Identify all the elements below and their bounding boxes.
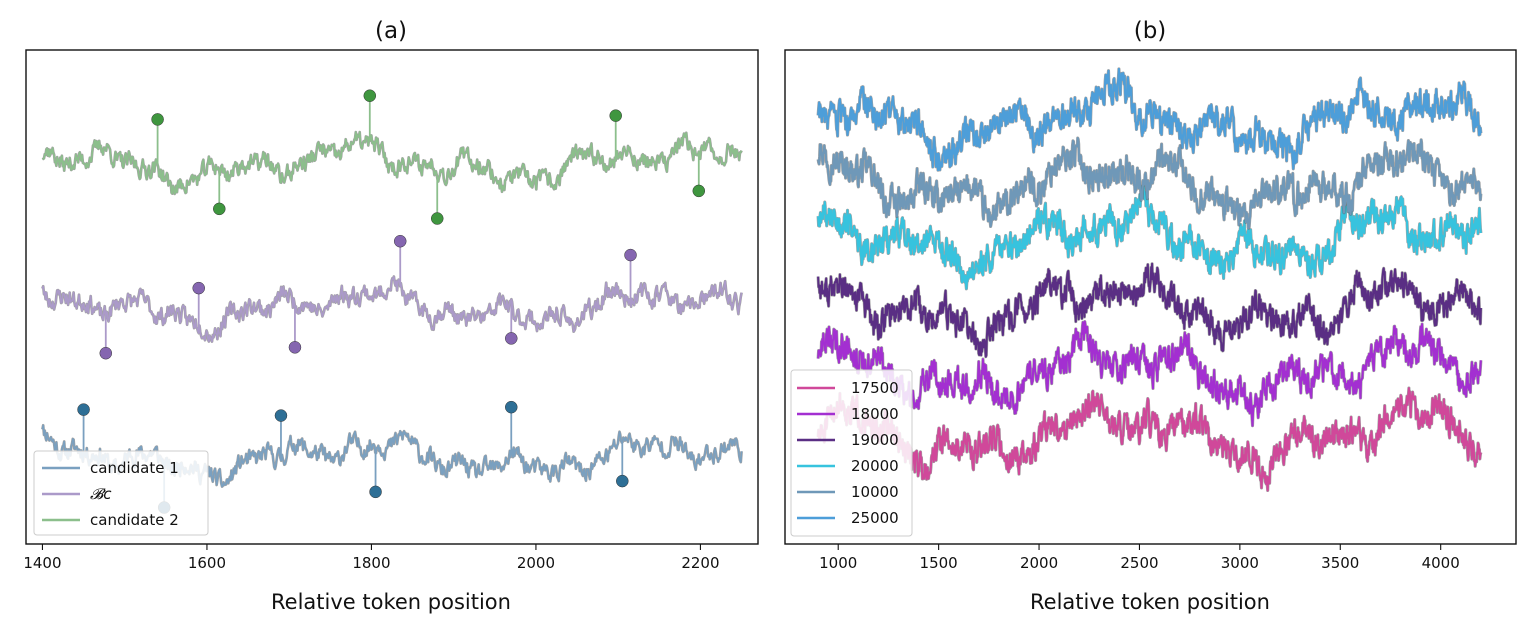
legend-label-10000: 10000 bbox=[851, 483, 899, 501]
trough-marker bbox=[99, 346, 113, 360]
x-tick-label: 1400 bbox=[23, 554, 61, 572]
trough-marker bbox=[369, 485, 382, 499]
panel-a-extremum-markers bbox=[77, 89, 706, 514]
series-line-18000 bbox=[817, 320, 1482, 427]
x-tick-label: 2200 bbox=[681, 554, 719, 572]
legend-label-25000: 25000 bbox=[851, 509, 899, 527]
series-line-17500 bbox=[817, 387, 1482, 492]
trough-marker bbox=[616, 474, 629, 488]
panel-a-legend: candidate 1 𝓑c candidate 2 bbox=[33, 450, 209, 536]
x-tick-label: 1800 bbox=[352, 554, 390, 572]
panel-b-series-lines bbox=[816, 67, 1483, 493]
legend-label-candidate-1: candidate 1 bbox=[90, 459, 179, 477]
legend-label-18000: 18000 bbox=[851, 405, 899, 423]
panel-a-series-lines bbox=[41, 95, 743, 508]
panel-b-legend: 17500 18000 19000 20000 10000 25000 bbox=[790, 369, 913, 537]
trough-marker bbox=[288, 341, 302, 354]
x-tick-label: 3000 bbox=[1221, 554, 1259, 572]
panel-a-title: (a) bbox=[375, 18, 407, 44]
x-tick-label: 1500 bbox=[920, 554, 958, 572]
panel-b: (b) 1000 1500 2000 2500 3000 3500 4000 17500 1… bbox=[784, 18, 1517, 614]
panel-b-x-axis-label: Relative token position bbox=[1030, 590, 1270, 614]
peak-marker bbox=[609, 109, 622, 122]
panel-b-frame bbox=[784, 49, 1517, 545]
series-outline bbox=[41, 275, 743, 343]
trough-marker bbox=[505, 332, 518, 345]
trough-marker bbox=[430, 212, 444, 225]
panel-a: (a) 1400 1600 1800 2000 2200 candidate 1 𝓑c … bbox=[23, 18, 759, 614]
panel-a-x-ticks: 1400 1600 1800 2000 2200 bbox=[23, 544, 720, 572]
panel-b-title: (b) bbox=[1134, 18, 1167, 44]
panel-b-legend-box bbox=[790, 369, 913, 537]
panel-a-x-axis-label: Relative token position bbox=[271, 590, 511, 614]
series-line-𝓑c bbox=[41, 275, 743, 343]
panel-b-x-ticks: 1000 1500 2000 2500 3000 3500 4000 bbox=[819, 544, 1460, 572]
peak-marker bbox=[274, 409, 288, 422]
x-tick-label: 1600 bbox=[188, 554, 226, 572]
peak-marker bbox=[393, 234, 407, 248]
panel-a-legend-box bbox=[33, 450, 209, 536]
x-tick-label: 2000 bbox=[517, 554, 555, 572]
peak-marker bbox=[192, 281, 205, 295]
series-line-10000 bbox=[817, 137, 1482, 229]
legend-label-20000: 20000 bbox=[851, 457, 899, 475]
peak-marker bbox=[363, 89, 377, 102]
x-tick-label: 2500 bbox=[1120, 554, 1158, 572]
series-line-candidate-2 bbox=[41, 131, 743, 195]
peak-marker bbox=[505, 400, 518, 414]
panel-a-frame bbox=[25, 49, 759, 545]
peak-marker bbox=[77, 403, 90, 416]
trough-marker bbox=[692, 184, 706, 198]
x-tick-label: 4000 bbox=[1422, 554, 1460, 572]
x-tick-label: 3500 bbox=[1321, 554, 1359, 572]
x-tick-label: 2000 bbox=[1020, 554, 1058, 572]
trough-marker bbox=[213, 202, 226, 216]
x-tick-label: 1000 bbox=[819, 554, 857, 572]
peak-marker bbox=[624, 248, 637, 262]
series-line-19000 bbox=[817, 262, 1482, 358]
legend-label-candidate-2: candidate 2 bbox=[90, 511, 179, 529]
peak-marker bbox=[151, 113, 164, 126]
series-line-25000 bbox=[817, 67, 1482, 172]
series-line-20000 bbox=[817, 183, 1482, 290]
legend-label-19000: 19000 bbox=[851, 431, 899, 449]
legend-label-bc: 𝓑c bbox=[90, 485, 112, 503]
legend-label-17500: 17500 bbox=[851, 379, 899, 397]
